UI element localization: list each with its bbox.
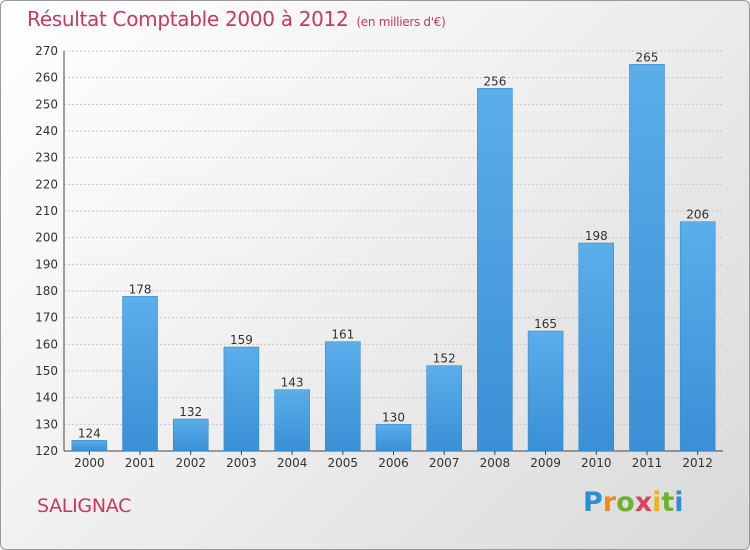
bar bbox=[122, 296, 158, 452]
y-tick-label: 130 bbox=[35, 417, 58, 431]
logo-letter: t bbox=[661, 487, 675, 518]
commune-name: SALIGNAC bbox=[37, 495, 132, 517]
bar bbox=[274, 389, 310, 452]
value-label: 152 bbox=[433, 352, 456, 366]
value-label: 161 bbox=[331, 328, 354, 342]
y-tick-label: 160 bbox=[35, 337, 58, 351]
chart-title-text: Résultat Comptable 2000 à 2012 bbox=[27, 7, 349, 31]
value-label: 256 bbox=[483, 74, 506, 88]
y-tick-label: 180 bbox=[35, 284, 58, 298]
y-tick-label: 250 bbox=[35, 97, 58, 111]
y-tick-label: 120 bbox=[35, 444, 58, 458]
logo-letter: i bbox=[674, 487, 684, 518]
bar bbox=[477, 88, 513, 452]
y-tick-label: 140 bbox=[35, 391, 58, 405]
x-tick-label: 2012 bbox=[682, 456, 713, 470]
y-tick-label: 240 bbox=[35, 124, 58, 138]
x-tick-label: 2000 bbox=[74, 456, 105, 470]
y-tick-label: 200 bbox=[35, 231, 58, 245]
chart-title: Résultat Comptable 2000 à 2012 (en millie… bbox=[27, 7, 446, 31]
x-tick-label: 2001 bbox=[125, 456, 156, 470]
chart-subtitle: (en milliers d'€) bbox=[356, 15, 446, 29]
value-label: 132 bbox=[179, 405, 202, 419]
bar bbox=[325, 341, 361, 452]
y-tick-label: 150 bbox=[35, 364, 58, 378]
x-tick-label: 2004 bbox=[277, 456, 308, 470]
value-label: 206 bbox=[686, 208, 709, 222]
value-label: 178 bbox=[129, 282, 152, 296]
bar bbox=[679, 221, 716, 452]
logo-letter: x bbox=[634, 487, 653, 518]
value-label: 124 bbox=[78, 426, 101, 440]
y-tick-label: 230 bbox=[35, 151, 58, 165]
y-tick-label: 170 bbox=[35, 311, 58, 325]
x-tick-label: 2007 bbox=[429, 456, 460, 470]
value-label: 159 bbox=[230, 333, 253, 347]
x-tick-label: 2010 bbox=[581, 456, 612, 470]
x-tick-label: 2003 bbox=[226, 456, 257, 470]
x-tick-label: 2002 bbox=[175, 456, 206, 470]
x-tick-label: 2005 bbox=[328, 456, 359, 470]
x-tick-label: 2008 bbox=[480, 456, 511, 470]
value-label: 130 bbox=[382, 410, 405, 424]
x-tick-label: 2006 bbox=[378, 456, 409, 470]
logo-letter: r bbox=[602, 487, 617, 518]
y-tick-label: 220 bbox=[35, 177, 58, 191]
proxiti-logo: Proxiti bbox=[583, 487, 684, 518]
y-tick-label: 260 bbox=[35, 71, 58, 85]
bar bbox=[375, 424, 412, 452]
y-tick-label: 190 bbox=[35, 257, 58, 271]
x-tick-label: 2011 bbox=[632, 456, 663, 470]
value-label: 143 bbox=[281, 376, 304, 390]
value-label: 165 bbox=[534, 317, 557, 331]
bar bbox=[426, 365, 462, 452]
logo-letter: i bbox=[652, 487, 662, 518]
logo-letter: o bbox=[616, 487, 635, 518]
value-label: 198 bbox=[585, 229, 608, 243]
bar bbox=[527, 330, 564, 452]
logo-letter: P bbox=[583, 487, 603, 518]
y-tick-label: 210 bbox=[35, 204, 58, 218]
x-tick-label: 2009 bbox=[530, 456, 561, 470]
bar bbox=[223, 346, 260, 452]
y-tick-label: 270 bbox=[35, 44, 58, 58]
bar bbox=[172, 418, 209, 452]
bar bbox=[71, 440, 108, 452]
value-label: 265 bbox=[636, 50, 659, 64]
bar bbox=[629, 64, 665, 452]
bar bbox=[578, 242, 615, 452]
